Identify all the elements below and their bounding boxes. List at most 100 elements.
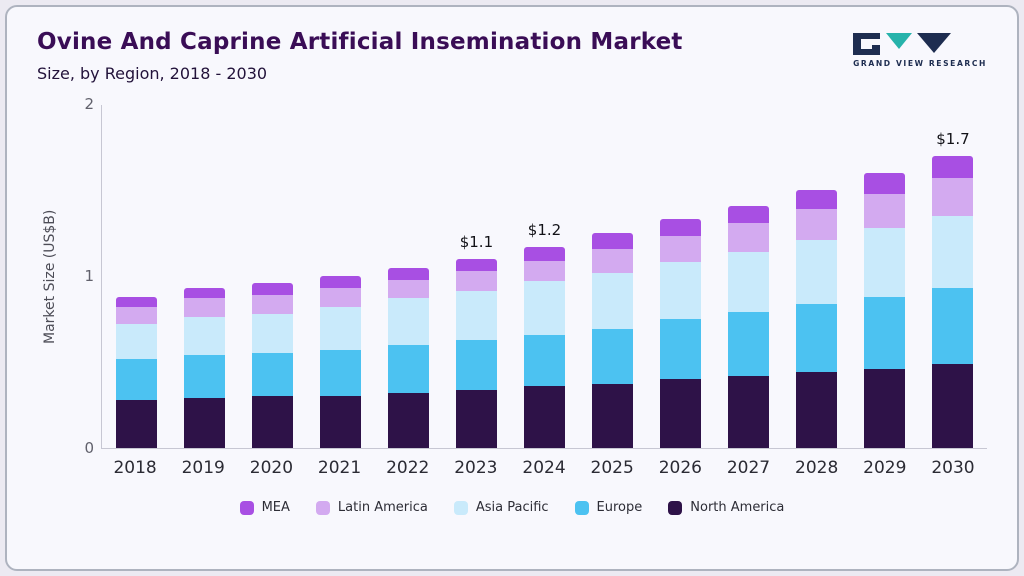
bar-segment-latin-america: [592, 248, 634, 273]
legend-swatch-north-america: [668, 500, 683, 515]
bar-segment-mea: [115, 296, 157, 307]
bar-segment-europe: [251, 353, 293, 397]
plot-area: 0 1 2 $1.1 $1.2 $1.7: [84, 95, 987, 457]
bar-segment-latin-america: [728, 222, 770, 253]
bar-segment-north-america: [932, 363, 974, 448]
bar-segment-north-america: [592, 384, 634, 448]
bar-segment-europe: [932, 288, 974, 364]
bar-2022: [374, 105, 442, 448]
value-annotation-2024: $1.2: [527, 220, 562, 239]
bar-segment-latin-america: [183, 298, 225, 318]
bar-2021: [306, 105, 374, 448]
bar-stack-2020: [251, 282, 293, 448]
bar-2019: [170, 105, 238, 448]
bar-segment-asia-pacific: [728, 252, 770, 313]
bar-segment-latin-america: [524, 260, 565, 282]
legend-label: North America: [690, 500, 785, 515]
bar-segment-mea: [796, 190, 838, 209]
bar-segment-latin-america: [796, 208, 838, 240]
bar-segment-north-america: [864, 368, 906, 448]
legend-item-latin-america: Latin America: [315, 500, 428, 515]
bar-segment-asia-pacific: [455, 291, 497, 340]
bar-segment-mea: [455, 258, 497, 271]
bar-stack-2026: [660, 219, 702, 448]
bar-segment-north-america: [319, 396, 361, 448]
bar-segment-asia-pacific: [183, 317, 225, 356]
bar-segment-europe: [387, 344, 429, 393]
bar-segment-europe: [115, 358, 157, 400]
legend-swatch-asia-pacific: [453, 500, 468, 515]
bar-segment-latin-america: [319, 288, 361, 308]
bar-stack-2028: [796, 190, 838, 448]
bar-segment-north-america: [660, 379, 702, 448]
bar-stack-2024: [524, 246, 565, 448]
bar-segment-asia-pacific: [796, 239, 838, 304]
x-tick-2019: 2019: [181, 458, 225, 478]
bar-segment-latin-america: [864, 193, 906, 228]
bar-segment-asia-pacific: [319, 307, 361, 351]
plot-column: 0 1 2 $1.1 $1.2 $1.7 2018 2019 2020 2021 2022 2023…: [84, 95, 987, 478]
legend-label: Europe: [596, 500, 643, 515]
bar-stack-2029: [864, 172, 906, 448]
bar-2023: $1.1: [442, 105, 510, 448]
x-tick-2022: 2022: [386, 458, 430, 478]
bar-segment-latin-america: [115, 306, 157, 325]
bar-segment-mea: [864, 172, 906, 194]
legend-item-europe: Europe: [574, 500, 643, 515]
bar-segment-mea: [387, 267, 429, 280]
bar-stack-2027: [728, 205, 770, 448]
bar-segment-europe: [796, 303, 838, 373]
bar-stack-2030: [932, 155, 974, 448]
bar-segment-north-america: [115, 399, 157, 448]
x-tick-2026: 2026: [658, 458, 702, 478]
bar-2025: [579, 105, 647, 448]
x-tick-2024: 2024: [522, 458, 566, 478]
bar-segment-asia-pacific: [251, 313, 293, 354]
gvr-logo: GRAND VIEW RESEARCH: [853, 33, 987, 68]
legend-item-asia-pacific: Asia Pacific: [453, 500, 549, 515]
stacked-bar-chart: Market Size (US$B) 0 1 2 $1.1 $1.2 $1.7 2018 2…: [37, 95, 987, 478]
bar-segment-mea: [660, 219, 702, 237]
bar-2027: [715, 105, 783, 448]
chart-subtitle: Size, by Region, 2018 - 2030: [37, 64, 268, 83]
header-titles: Ovine And Caprine Artificial Inseminatio…: [37, 29, 683, 83]
bar-segment-asia-pacific: [932, 215, 974, 289]
bar-segment-asia-pacific: [660, 262, 702, 320]
bar-segment-north-america: [251, 396, 293, 448]
bar-segment-latin-america: [251, 294, 293, 314]
x-tick-2028: 2028: [795, 458, 839, 478]
bar-segment-mea: [932, 155, 974, 179]
x-tick-2023: 2023: [454, 458, 498, 478]
bar-segment-latin-america: [455, 270, 497, 292]
bar-segment-north-america: [387, 393, 429, 448]
bar-2029: [851, 105, 919, 448]
bar-segment-mea: [728, 205, 770, 223]
bar-segment-north-america: [455, 389, 497, 448]
x-tick-2020: 2020: [249, 458, 294, 478]
bar-stack-2018: [115, 296, 157, 448]
x-tick-2030: 2030: [931, 458, 975, 478]
bar-segment-europe: [455, 339, 497, 390]
bar-segment-asia-pacific: [524, 281, 565, 335]
gvr-logo-text: GRAND VIEW RESEARCH: [853, 59, 987, 68]
y-tick-1: 1: [84, 267, 94, 285]
bar-segment-mea: [251, 282, 293, 295]
y-axis-label: Market Size (US$B): [42, 209, 58, 345]
value-annotation-2030: $1.7: [936, 129, 970, 148]
bar-segment-asia-pacific: [592, 272, 634, 330]
bar-segment-mea: [524, 246, 565, 261]
bar-stack-2025: [592, 233, 634, 448]
bar-segment-asia-pacific: [387, 298, 429, 345]
x-tick-2021: 2021: [317, 458, 362, 478]
legend-swatch-europe: [574, 500, 589, 515]
legend-item-north-america: North America: [668, 500, 784, 515]
bar-segment-north-america: [524, 386, 565, 448]
bar-segment-mea: [319, 276, 361, 289]
bar-segment-europe: [592, 329, 634, 385]
bar-stack-2019: [183, 288, 225, 448]
bar-stack-2022: [387, 267, 429, 448]
bar-segment-mea: [592, 233, 634, 249]
chart-legend: MEA Latin America Asia Pacific Europe North …: [37, 500, 987, 515]
bar-segment-europe: [183, 355, 225, 399]
x-axis-labels: 2018 2019 2020 2021 2022 2023 2024 2025 2026 2027…: [101, 458, 987, 478]
